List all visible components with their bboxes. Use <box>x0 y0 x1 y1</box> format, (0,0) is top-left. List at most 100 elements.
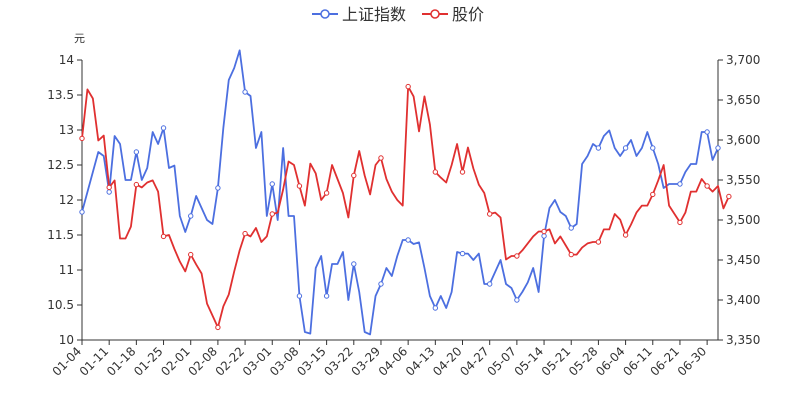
data-point <box>133 181 140 188</box>
x-tick-label: 06-04 <box>593 344 628 379</box>
right-tick-label: 3,500 <box>726 213 760 227</box>
data-point <box>269 211 275 217</box>
data-point <box>650 191 656 198</box>
x-tick-label: 02-08 <box>185 344 220 379</box>
data-point <box>677 219 683 226</box>
x-tick-label: 02-22 <box>213 344 248 379</box>
data-point <box>432 305 439 311</box>
legend-label[interactable]: 上证指数 <box>342 5 406 24</box>
series-line <box>81 49 719 336</box>
data-point <box>323 190 330 196</box>
x-tick-label: 03-08 <box>267 344 302 379</box>
right-tick-label: 3,700 <box>726 53 760 67</box>
left-tick-label: 12.5 <box>47 158 74 172</box>
x-tick-label: 01-04 <box>50 344 85 379</box>
x-tick-label: 05-07 <box>484 344 519 379</box>
left-tick-label: 13.5 <box>47 88 74 102</box>
data-point <box>351 261 357 267</box>
data-point <box>378 281 384 287</box>
data-point <box>378 155 384 161</box>
data-point <box>296 293 303 299</box>
series-1 <box>79 49 721 336</box>
data-point <box>351 172 357 179</box>
right-tick-label: 3,350 <box>726 333 760 347</box>
data-point <box>133 149 140 155</box>
left-tick-label: 10.5 <box>47 298 74 312</box>
data-point <box>622 232 629 238</box>
left-tick-label: 11.5 <box>47 228 74 242</box>
data-point <box>432 169 439 175</box>
data-point <box>215 324 221 331</box>
series-layer <box>79 49 732 336</box>
data-point <box>514 253 520 259</box>
data-point <box>296 183 303 189</box>
x-tick-label: 03-01 <box>240 344 275 379</box>
x-tick-label: 06-21 <box>648 344 683 379</box>
data-point <box>405 83 411 90</box>
data-point <box>459 169 466 175</box>
left-tick-label: 10 <box>59 333 74 347</box>
data-point <box>106 184 112 191</box>
right-tick-label: 3,450 <box>726 253 760 267</box>
data-point <box>188 251 194 258</box>
data-point <box>486 211 493 217</box>
axes: 10 10.5 11 11.5 12 12.5 13 13.5 14 3,350 3,400 3,45… <box>47 53 760 379</box>
x-tick-label: 05-14 <box>512 344 547 379</box>
data-point <box>106 189 112 195</box>
left-tick-label: 14 <box>59 53 74 67</box>
x-tick-label: 06-11 <box>620 344 655 379</box>
series-line <box>81 85 730 329</box>
x-tick-label: 03-29 <box>349 344 384 379</box>
legend: 上证指数 股价 <box>312 5 484 24</box>
right-tick-label: 3,550 <box>726 173 760 187</box>
data-point <box>160 233 167 240</box>
data-point <box>486 281 493 287</box>
right-tick-label: 3,650 <box>726 93 760 107</box>
data-point <box>595 145 602 151</box>
data-point <box>595 239 602 245</box>
data-point <box>514 297 520 303</box>
x-tick-label: 03-15 <box>294 344 329 379</box>
data-point <box>541 228 547 235</box>
data-point <box>568 251 574 258</box>
series-2 <box>79 83 732 331</box>
legend-label[interactable]: 股价 <box>452 5 484 24</box>
data-point <box>79 135 85 142</box>
data-point <box>726 193 732 200</box>
data-point <box>242 89 248 95</box>
x-tick-label: 03-22 <box>321 344 356 379</box>
data-point <box>704 183 710 189</box>
data-point <box>541 233 547 239</box>
data-point <box>160 125 167 131</box>
data-point <box>405 237 411 243</box>
x-tick-label: 04-27 <box>457 344 492 379</box>
data-point <box>715 145 721 151</box>
x-tick-label: 05-28 <box>566 344 601 379</box>
x-tick-label: 04-13 <box>403 344 438 379</box>
right-tick-label: 3,600 <box>726 133 760 147</box>
x-tick-label: 04-20 <box>430 344 465 379</box>
x-tick-label: 01-25 <box>131 344 166 379</box>
data-point <box>704 129 710 135</box>
left-axis-unit: 元 <box>74 32 85 45</box>
data-point <box>215 185 221 191</box>
legend-marker <box>320 9 330 19</box>
x-tick-label: 05-21 <box>539 344 574 379</box>
data-point <box>568 225 574 231</box>
x-tick-label: 06-30 <box>675 344 710 379</box>
x-tick-label: 01-11 <box>77 344 112 379</box>
data-point <box>188 213 194 219</box>
left-tick-label: 12 <box>59 193 74 207</box>
data-point <box>242 230 248 237</box>
x-tick-label: 01-18 <box>104 344 139 379</box>
data-point <box>459 250 466 257</box>
left-tick-label: 11 <box>59 263 74 277</box>
x-tick-label: 04-06 <box>376 344 411 379</box>
right-tick-label: 3,400 <box>726 293 760 307</box>
legend-marker <box>430 9 440 19</box>
data-point <box>622 145 629 151</box>
data-point <box>323 293 330 299</box>
data-point <box>650 145 656 151</box>
data-point <box>79 209 85 215</box>
